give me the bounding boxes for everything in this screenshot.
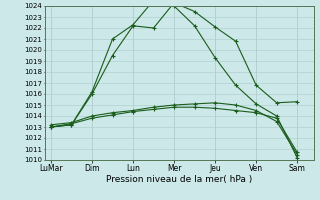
- X-axis label: Pression niveau de la mer( hPa ): Pression niveau de la mer( hPa ): [106, 175, 252, 184]
